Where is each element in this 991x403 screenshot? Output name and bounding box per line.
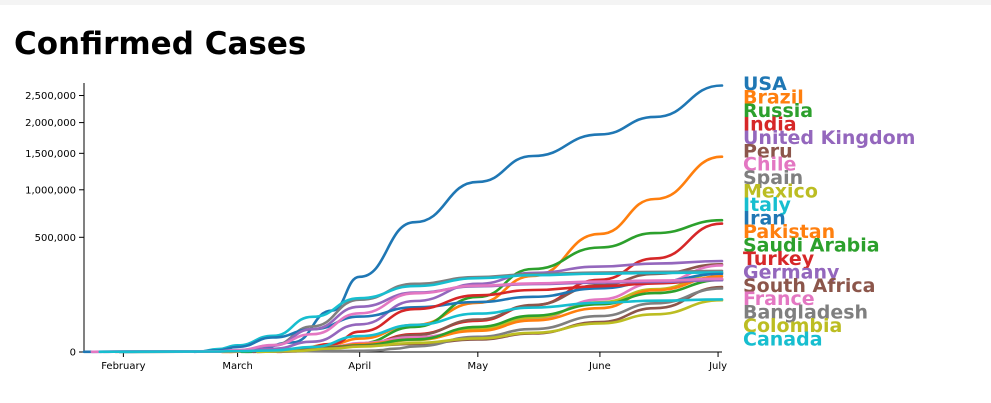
y-tick-label: 500,000 [35, 233, 76, 244]
legend-item-canada: Canada [743, 329, 823, 351]
series-line-india [114, 222, 724, 354]
legend-item-turkey: Turkey [743, 248, 815, 270]
chart-title: Confirmed Cases [14, 26, 307, 62]
x-tick-label: February [101, 361, 145, 372]
legend-item-iran: Iran [743, 208, 786, 230]
series-lines [82, 84, 724, 354]
legend-item-russia: Russia [743, 100, 813, 122]
legend-item-peru: Peru [743, 140, 793, 162]
legend-item-france: France [743, 288, 815, 310]
legend-item-germany: Germany [743, 261, 840, 283]
x-tick-label: March [222, 361, 252, 372]
legend-item-italy: Italy [743, 194, 791, 216]
legend-item-colombia: Colombia [743, 315, 842, 337]
y-tick-label: 2,000,000 [25, 118, 76, 129]
y-tick-label: 1,000,000 [25, 185, 76, 196]
legend-item-saudi-arabia: Saudi Arabia [743, 234, 880, 256]
x-tick-label: July [708, 361, 727, 372]
x-tick-label: June [588, 361, 611, 372]
y-axis: 0 500,000 1,000,000 1,500,000 2,000,000 2,500… [25, 83, 85, 359]
series-line-iran [193, 272, 724, 354]
legend-item-united-kingdom: United Kingdom [743, 127, 915, 149]
series-line-canada [98, 298, 724, 354]
legend-item-brazil: Brazil [743, 86, 804, 108]
legend-item-chile: Chile [743, 154, 796, 176]
y-tick-label: 2,500,000 [25, 91, 76, 102]
x-tick-label: April [348, 361, 371, 372]
legend-item-bangladesh: Bangladesh [743, 302, 868, 324]
legend-item-pakistan: Pakistan [743, 221, 835, 243]
legend-item-india: India [743, 113, 797, 135]
series-line-bangladesh [263, 287, 724, 353]
legend-item-south-africa: South Africa [743, 275, 875, 297]
series-line-colombia [256, 298, 724, 354]
x-tick-label: May [467, 361, 488, 372]
x-axis: February March April May June July [84, 351, 727, 372]
top-bar [0, 0, 991, 5]
legend-item-spain: Spain [743, 167, 803, 189]
y-tick-label: 1,500,000 [25, 149, 76, 160]
legend-item-usa: USA [743, 73, 787, 95]
y-tick-label: 0 [70, 348, 76, 359]
legend-item-mexico: Mexico [743, 181, 818, 203]
